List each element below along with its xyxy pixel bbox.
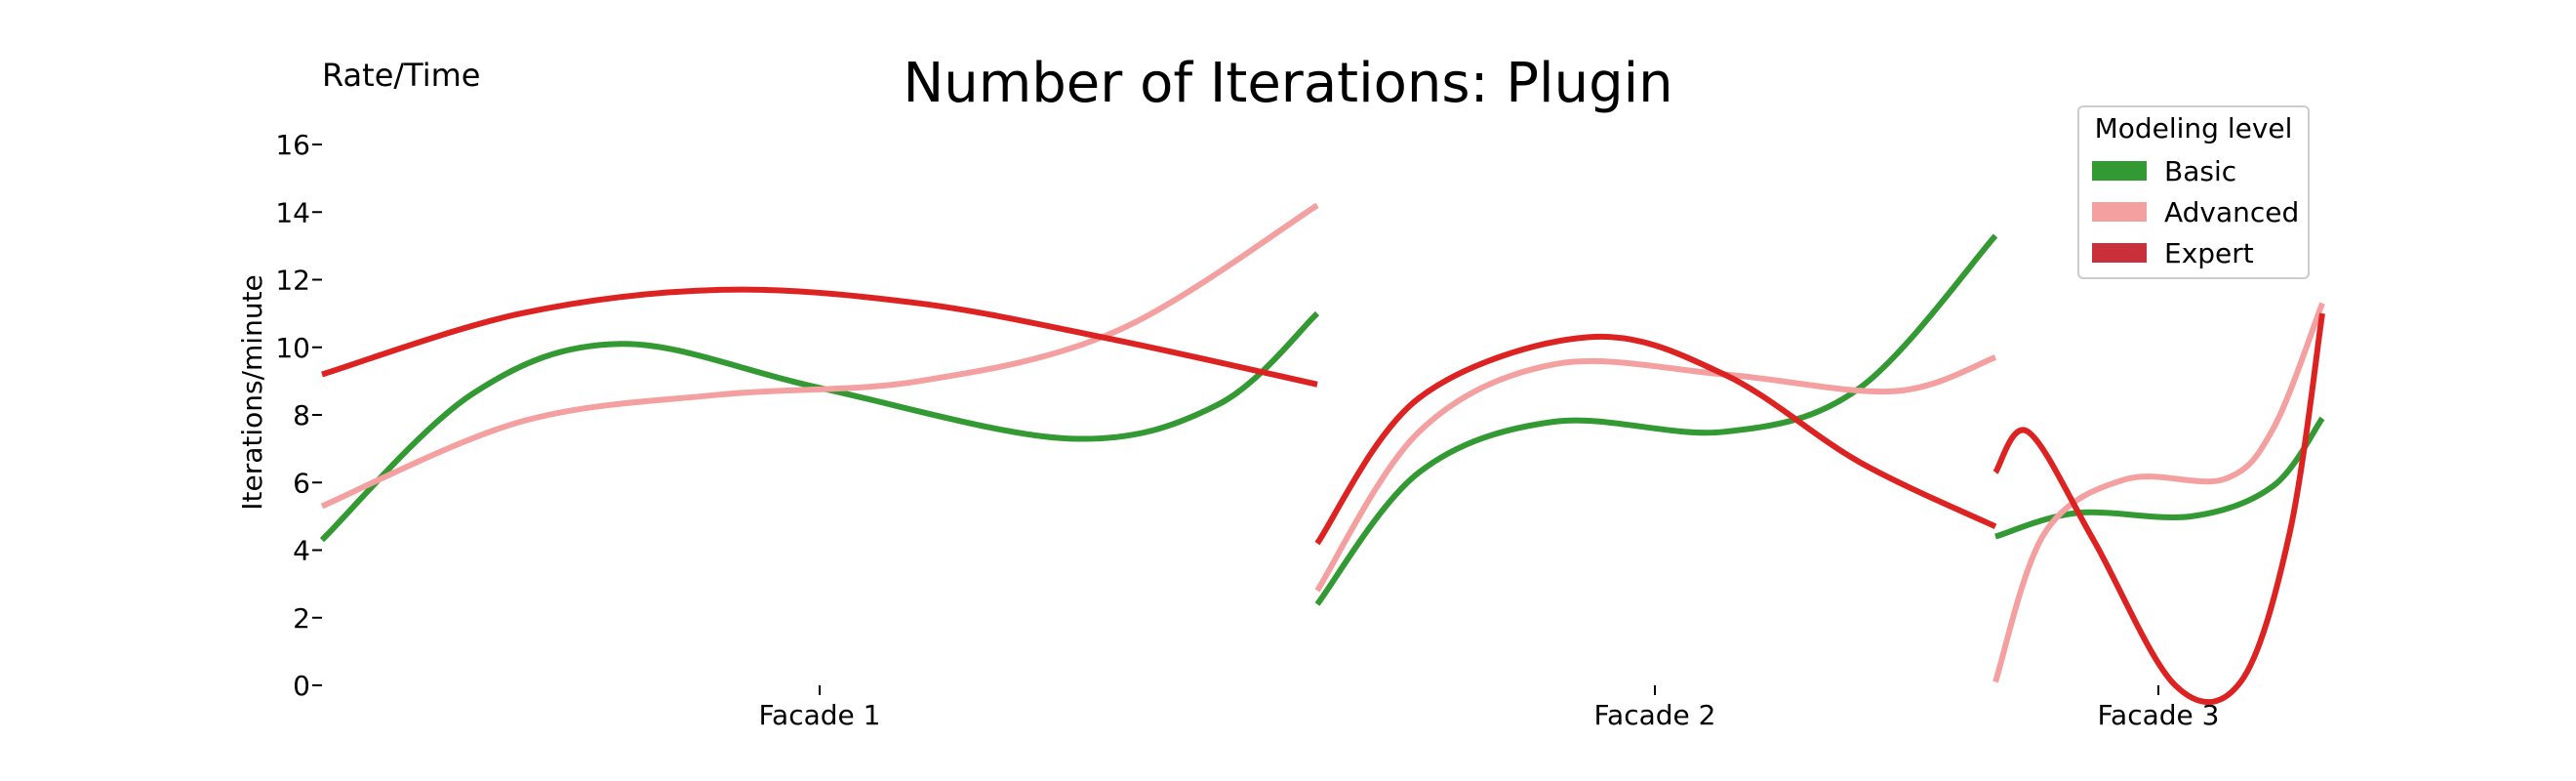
y-tick-label: 10 <box>275 332 310 364</box>
y-tick-label: 6 <box>293 467 310 499</box>
line-basic-facade-1 <box>319 310 1320 543</box>
line-expert-facade-2 <box>1314 333 1997 546</box>
x-tick-label: Facade 3 <box>2098 699 2220 731</box>
legend-label-advanced: Advanced <box>2164 196 2299 228</box>
legend-swatch-advanced <box>2092 202 2147 222</box>
line-basic-facade-3 <box>1994 416 2325 540</box>
legend-title: Modeling level <box>2095 112 2293 144</box>
y-tick-label: 16 <box>275 129 310 161</box>
corner-label: Rate/Time <box>322 57 480 94</box>
y-tick-label: 8 <box>293 399 310 432</box>
line-advanced-facade-3 <box>1992 302 2325 683</box>
x-tick-label: Facade 2 <box>1594 699 1716 731</box>
y-tick-label: 14 <box>275 196 310 228</box>
y-tick-label: 0 <box>293 670 310 702</box>
line-expert-facade-1 <box>321 286 1318 388</box>
line-advanced-facade-1 <box>320 202 1319 510</box>
legend-label-expert: Expert <box>2164 237 2254 269</box>
y-tick-label: 12 <box>275 265 310 297</box>
x-axis-ticks: Facade 1 Facade 2 Facade 3 <box>759 685 2220 731</box>
legend-swatch-expert <box>2092 243 2147 263</box>
line-expert-facade-3 <box>1992 312 2325 706</box>
plot-lines <box>319 202 2325 706</box>
y-tick-label: 4 <box>293 535 310 567</box>
chart-title: Number of Iterations: Plugin <box>903 52 1672 115</box>
y-axis-ticks: 0 2 4 6 8 10 12 14 16 <box>275 129 322 702</box>
legend-swatch-basic <box>2092 161 2147 181</box>
legend: Modeling level Basic Advanced Expert <box>2077 105 2310 279</box>
legend-frame <box>2077 105 2310 279</box>
line-basic-facade-2 <box>1314 233 1998 606</box>
x-tick-label: Facade 1 <box>759 699 881 731</box>
y-axis-label: Iterations/minute <box>236 274 268 511</box>
y-tick-label: 2 <box>293 602 310 635</box>
line-advanced-facade-2 <box>1314 354 1997 593</box>
legend-label-basic: Basic <box>2164 155 2236 187</box>
